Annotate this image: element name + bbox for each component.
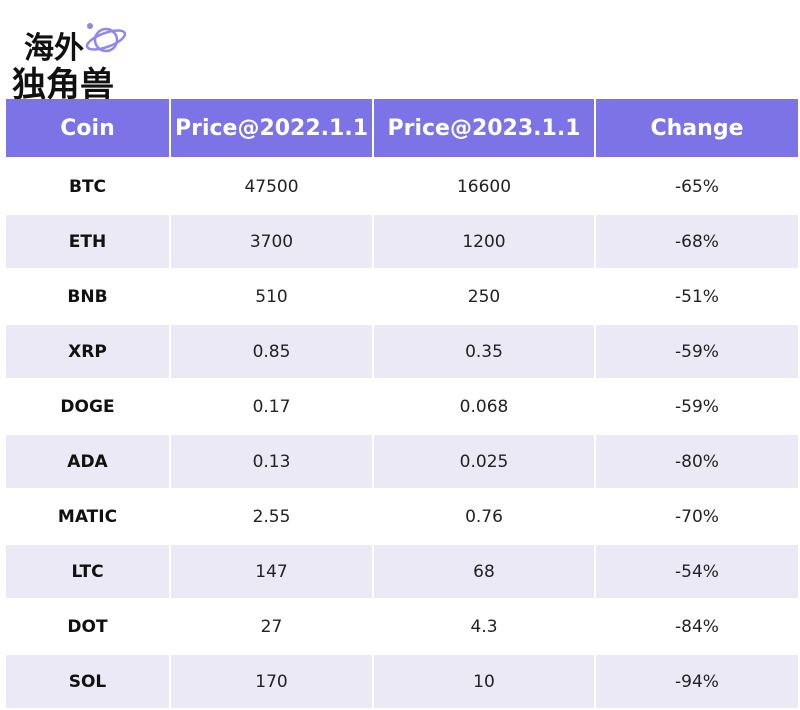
cell-coin: MATIC — [6, 490, 171, 545]
cell-price-2023: 68 — [374, 545, 596, 600]
table-row: BTC 47500 16600 -65% — [6, 160, 798, 215]
cell-change: -84% — [596, 600, 798, 655]
cell-change: -65% — [596, 160, 798, 215]
price-table-container: Coin Price@2022.1.1 Price@2023.1.1 Chang… — [6, 99, 798, 710]
cell-coin: BTC — [6, 160, 171, 215]
cell-price-2022: 27 — [171, 600, 374, 655]
cell-coin: ETH — [6, 215, 171, 270]
table-row: ADA 0.13 0.025 -80% — [6, 435, 798, 490]
cell-change: -51% — [596, 270, 798, 325]
cell-coin: XRP — [6, 325, 171, 380]
cell-price-2023: 250 — [374, 270, 596, 325]
crypto-price-table: Coin Price@2022.1.1 Price@2023.1.1 Chang… — [6, 99, 798, 710]
cell-price-2022: 510 — [171, 270, 374, 325]
table-row: SOL 170 10 -94% — [6, 655, 798, 710]
cell-price-2023: 1200 — [374, 215, 596, 270]
cell-price-2023: 16600 — [374, 160, 596, 215]
header-row: Coin Price@2022.1.1 Price@2023.1.1 Chang… — [6, 99, 798, 160]
table-row: MATIC 2.55 0.76 -70% — [6, 490, 798, 545]
cell-price-2022: 3700 — [171, 215, 374, 270]
cell-price-2023: 0.068 — [374, 380, 596, 435]
cell-price-2022: 0.85 — [171, 325, 374, 380]
cell-price-2022: 2.55 — [171, 490, 374, 545]
cell-change: -94% — [596, 655, 798, 710]
cell-change: -68% — [596, 215, 798, 270]
cell-price-2022: 147 — [171, 545, 374, 600]
cell-coin: DOT — [6, 600, 171, 655]
cell-coin: ADA — [6, 435, 171, 490]
cell-price-2022: 47500 — [171, 160, 374, 215]
cell-price-2022: 0.13 — [171, 435, 374, 490]
cell-change: -70% — [596, 490, 798, 545]
table-row: DOGE 0.17 0.068 -59% — [6, 380, 798, 435]
cell-price-2022: 0.17 — [171, 380, 374, 435]
logo-chars-bottom: 独角兽 — [12, 65, 114, 105]
cell-price-2023: 0.76 — [374, 490, 596, 545]
table-body: BTC 47500 16600 -65% ETH 3700 1200 -68% … — [6, 160, 798, 710]
cell-change: -54% — [596, 545, 798, 600]
cell-coin: BNB — [6, 270, 171, 325]
table-header: Coin Price@2022.1.1 Price@2023.1.1 Chang… — [6, 99, 798, 160]
cell-change: -80% — [596, 435, 798, 490]
cell-change: -59% — [596, 325, 798, 380]
cell-price-2022: 170 — [171, 655, 374, 710]
cell-change: -59% — [596, 380, 798, 435]
header-change: Change — [596, 99, 798, 160]
logo-chars-top: 海外 — [24, 31, 84, 66]
cell-coin: DOGE — [6, 380, 171, 435]
table-row: LTC 147 68 -54% — [6, 545, 798, 600]
table-row: DOT 27 4.3 -84% — [6, 600, 798, 655]
cell-coin: SOL — [6, 655, 171, 710]
header-price-2022: Price@2022.1.1 — [171, 99, 374, 160]
cell-coin: LTC — [6, 545, 171, 600]
header-coin: Coin — [6, 99, 171, 160]
cell-price-2023: 4.3 — [374, 600, 596, 655]
table-row: BNB 510 250 -51% — [6, 270, 798, 325]
cell-price-2023: 0.35 — [374, 325, 596, 380]
table-row: ETH 3700 1200 -68% — [6, 215, 798, 270]
table-row: XRP 0.85 0.35 -59% — [6, 325, 798, 380]
header-price-2023: Price@2023.1.1 — [374, 99, 596, 160]
cell-price-2023: 0.025 — [374, 435, 596, 490]
cell-price-2023: 10 — [374, 655, 596, 710]
